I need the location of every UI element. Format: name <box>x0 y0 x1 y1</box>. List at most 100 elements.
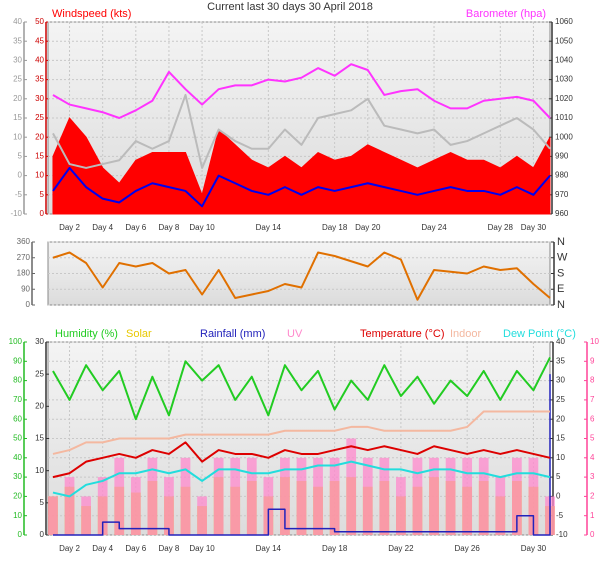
x-tick-label: Day 14 <box>256 544 282 553</box>
y-tick-label: 50 <box>13 434 22 443</box>
bar <box>445 457 456 535</box>
y-tick-label: 60 <box>13 414 22 423</box>
y-tick-label: 25 <box>13 75 22 84</box>
y-tick-label: -5 <box>15 190 23 199</box>
y-tick-label: 360 <box>17 237 31 246</box>
y-tick-label: 25 <box>35 113 44 122</box>
bar <box>296 457 307 535</box>
legend-label: Solar <box>126 328 152 340</box>
y-tick-label: 30 <box>556 376 565 385</box>
y-tick-label: 30 <box>13 56 22 65</box>
legend-label: Indoor <box>450 328 482 340</box>
y-tick-label: W <box>557 252 568 264</box>
y-tick-label: 30 <box>35 337 44 346</box>
y-tick-label: 10 <box>35 171 44 180</box>
x-tick-label: Day 10 <box>189 544 215 553</box>
x-tick-label: Day 24 <box>421 223 447 232</box>
bar <box>346 438 357 535</box>
y-tick-label: 40 <box>35 56 44 65</box>
y-tick-label: 7 <box>590 395 595 404</box>
y-tick-label: 9 <box>590 356 595 365</box>
bar <box>147 457 158 535</box>
line <box>52 374 551 536</box>
y-tick-label: 30 <box>35 94 44 103</box>
y-tick-label: 10 <box>13 511 22 520</box>
bar <box>379 457 390 535</box>
y-tick-label: 30 <box>13 472 22 481</box>
x-tick-label: Day 18 <box>322 223 348 232</box>
line <box>52 166 551 208</box>
y-tick-label: 1 <box>590 511 595 520</box>
bar <box>528 457 539 535</box>
y-tick-label: 35 <box>13 36 22 45</box>
y-tick-label: 180 <box>17 269 31 278</box>
chart-title: Current last 30 days 30 April 2018 <box>207 1 373 13</box>
x-tick-label: Day 28 <box>488 223 514 232</box>
x-tick-label: Day 4 <box>92 544 113 553</box>
y-tick-label: 1000 <box>555 132 573 141</box>
y-tick-label: 40 <box>556 337 565 346</box>
bar <box>97 477 108 535</box>
legend-label: Windspeed (kts) <box>52 8 131 20</box>
bar <box>263 477 274 535</box>
y-tick-label: 20 <box>13 492 22 501</box>
y-tick-label: 1060 <box>555 17 573 26</box>
legend-label: Rainfall (mm) <box>200 328 265 340</box>
y-tick-label: 50 <box>35 17 44 26</box>
y-tick-label: E <box>557 283 564 295</box>
y-tick-label: 5 <box>40 190 45 199</box>
y-tick-label: 20 <box>35 401 44 410</box>
bar <box>213 457 224 535</box>
bar <box>180 457 191 535</box>
line <box>52 410 550 455</box>
bar <box>412 457 423 535</box>
y-tick-label: 960 <box>555 209 569 218</box>
y-tick-label: -10 <box>10 209 22 218</box>
y-tick-label: S <box>557 267 564 279</box>
bar <box>462 457 473 535</box>
bar <box>64 477 75 535</box>
y-tick-label: 8 <box>590 376 595 385</box>
y-tick-label: 4 <box>590 453 595 462</box>
bar <box>362 457 373 535</box>
bar <box>81 496 91 535</box>
y-tick-label: 20 <box>556 414 565 423</box>
x-tick-label: Day 22 <box>388 544 414 553</box>
y-tick-label: 980 <box>555 171 569 180</box>
bar <box>512 457 522 535</box>
y-tick-label: 80 <box>13 376 22 385</box>
bar <box>48 496 58 535</box>
y-tick-label: 0 <box>18 530 23 539</box>
y-tick-label: 90 <box>13 356 22 365</box>
y-tick-label: 100 <box>9 337 23 346</box>
y-tick-label: N <box>557 299 565 311</box>
bar <box>197 496 207 535</box>
x-tick-label: Day 8 <box>158 544 179 553</box>
y-tick-label: 990 <box>555 152 569 161</box>
y-tick-label: 2 <box>590 492 595 501</box>
y-tick-label: 270 <box>17 253 31 262</box>
y-tick-label: 15 <box>13 113 22 122</box>
y-tick-label: 1030 <box>555 75 573 84</box>
bar <box>478 457 489 535</box>
y-tick-label: 15 <box>35 434 44 443</box>
x-tick-label: Day 20 <box>355 223 381 232</box>
x-tick-label: Day 10 <box>189 223 215 232</box>
bar <box>329 457 340 535</box>
y-tick-label: 1010 <box>555 113 573 122</box>
line <box>52 441 551 479</box>
y-tick-label: 0 <box>18 171 23 180</box>
x-tick-label: Day 6 <box>125 544 146 553</box>
y-tick-label: 1050 <box>555 36 573 45</box>
y-tick-label: 20 <box>35 132 44 141</box>
x-tick-label: Day 26 <box>454 544 480 553</box>
y-tick-label: -5 <box>556 511 564 520</box>
y-tick-label: 970 <box>555 190 569 199</box>
y-tick-label: 10 <box>556 453 565 462</box>
x-tick-label: Day 30 <box>521 223 547 232</box>
y-tick-label: 70 <box>13 395 22 404</box>
y-tick-label: 0 <box>40 530 45 539</box>
y-tick-label: 20 <box>13 94 22 103</box>
y-tick-label: 15 <box>556 434 565 443</box>
